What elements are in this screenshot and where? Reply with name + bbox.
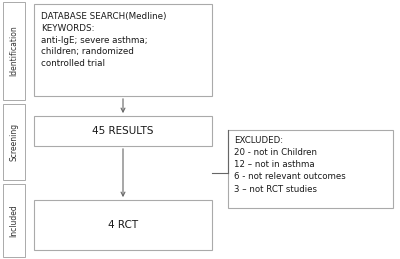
Bar [3, 184, 25, 257]
Bar [228, 130, 393, 208]
Text: DATABASE SEARCH(Medline)
KEYWORDS:
anti-IgE; severe asthma;
children; randomized: DATABASE SEARCH(Medline) KEYWORDS: anti-… [41, 12, 166, 68]
Text: EXCLUDED:
20 - not in Children
12 – not in asthma
6 - not relevant outcomes
3 – : EXCLUDED: 20 - not in Children 12 – not … [234, 136, 346, 193]
Text: 4 RCT: 4 RCT [108, 220, 138, 230]
Bar [34, 4, 212, 96]
Bar [3, 104, 25, 180]
Text: 45 RESULTS: 45 RESULTS [92, 126, 154, 136]
Bar [34, 116, 212, 146]
Text: Identification: Identification [10, 26, 18, 76]
Text: Screening: Screening [10, 123, 18, 161]
Bar [34, 200, 212, 250]
Text: Included: Included [10, 204, 18, 237]
Bar [3, 2, 25, 100]
